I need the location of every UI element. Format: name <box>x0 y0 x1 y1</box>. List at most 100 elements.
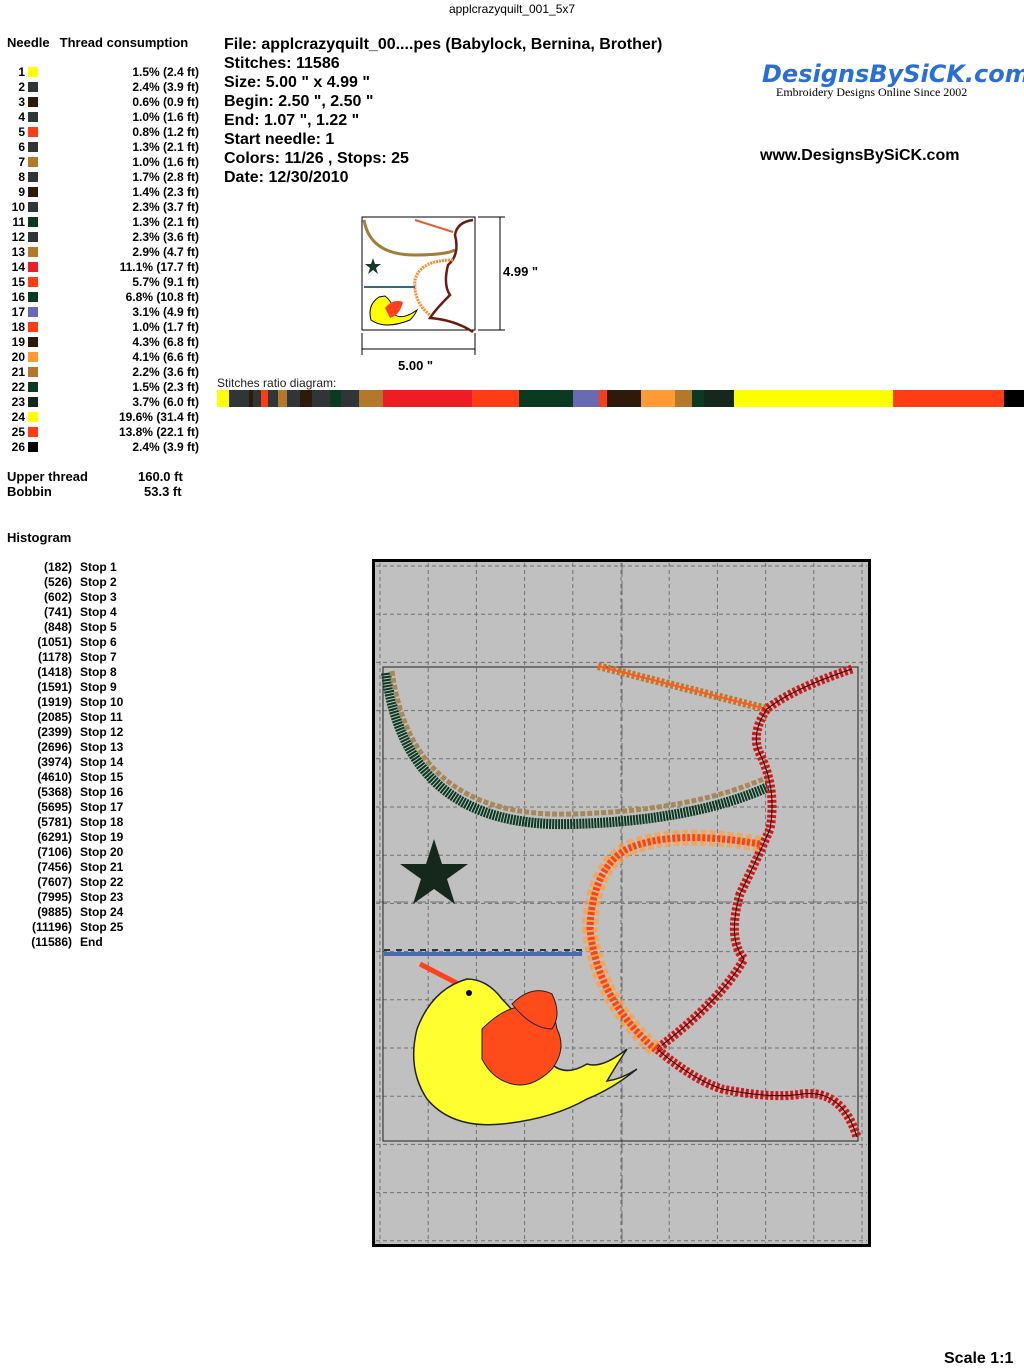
stitch-count: (6291) <box>37 830 72 844</box>
ratio-segment <box>330 390 341 407</box>
color-swatch <box>28 142 38 152</box>
needle-consumption: 19.6% (31.4 ft) <box>118 410 199 424</box>
stitch-count: (182) <box>43 560 72 574</box>
scale-label: Scale 1:1 <box>944 1350 1014 1367</box>
logo-tagline: Embroidery Designs Online Since 2002 <box>776 85 968 99</box>
begin-info: Begin: 2.50 ", 2.50 " <box>224 93 374 110</box>
ratio-segment <box>278 390 287 407</box>
ratio-segment <box>261 390 268 407</box>
needle-consumption: 1.0% (1.7 ft) <box>132 320 199 334</box>
color-swatch <box>28 352 38 362</box>
stitch-count: (5368) <box>37 785 72 799</box>
color-swatch <box>28 322 38 332</box>
needle-row: 21 2.2% (3.6 ft) <box>0 365 205 380</box>
stitch-count: (5781) <box>37 815 72 829</box>
needle-number: 20 <box>11 350 25 364</box>
ratio-segment <box>1004 390 1024 407</box>
needle-number: 18 <box>11 320 25 334</box>
color-swatch <box>28 382 38 392</box>
bobbin-label: Bobbin <box>7 484 52 499</box>
needle-row: 13 2.9% (4.7 ft) <box>0 245 205 260</box>
bird-eye <box>466 990 472 996</box>
needle-number: 17 <box>11 305 25 319</box>
needle-row: 9 1.4% (2.3 ft) <box>0 185 205 200</box>
ratio-segment <box>311 390 331 407</box>
stitch-count: (2696) <box>37 740 72 754</box>
needle-number: 25 <box>11 425 25 439</box>
orange-zigzag-path <box>586 834 761 1054</box>
needle-consumption: 0.8% (1.2 ft) <box>132 125 199 139</box>
color-swatch <box>28 112 38 122</box>
needle-consumption: 0.6% (0.9 ft) <box>132 95 199 109</box>
color-swatch <box>28 262 38 272</box>
ratio-segment <box>300 390 312 407</box>
color-swatch <box>28 97 38 107</box>
stop-label: Stop 13 <box>80 740 124 754</box>
ratio-segment <box>598 390 607 407</box>
color-swatch <box>28 307 38 317</box>
stitch-count: (2085) <box>37 710 72 724</box>
needle-number: 5 <box>18 125 25 139</box>
stitch-count: (741) <box>43 605 72 619</box>
stitch-count: (2399) <box>37 725 72 739</box>
color-swatch <box>28 337 38 347</box>
needle-row: 2 2.4% (3.9 ft) <box>0 80 205 95</box>
stop-label: Stop 14 <box>80 755 124 769</box>
color-swatch <box>28 232 38 242</box>
needle-number: 12 <box>11 230 25 244</box>
preview-height-label: 4.99 " <box>503 264 539 279</box>
stitch-count: (7995) <box>37 890 72 904</box>
needle-consumption: 1.4% (2.3 ft) <box>132 185 199 199</box>
stop-label: Stop 1 <box>80 560 117 574</box>
needle-number: 23 <box>11 395 25 409</box>
needle-row: 3 0.6% (0.9 ft) <box>0 95 205 110</box>
bobbin-value: 53.3 ft <box>144 484 182 499</box>
stitch-count: (3974) <box>37 755 72 769</box>
stop-label: Stop 22 <box>80 875 124 889</box>
stitch-count: (11196) <box>31 920 72 934</box>
color-swatch <box>28 157 38 167</box>
ratio-segment <box>382 390 473 407</box>
needle-consumption: 1.0% (1.6 ft) <box>132 155 199 169</box>
upper-thread-value: 160.0 ft <box>138 469 183 484</box>
stop-label: Stop 24 <box>80 905 124 919</box>
needle-number: 1 <box>18 65 25 79</box>
color-swatch <box>28 367 38 377</box>
stop-label: Stop 8 <box>80 665 117 679</box>
stitch-count: (1051) <box>37 635 72 649</box>
color-swatch <box>28 217 38 227</box>
stitch-count: (848) <box>43 620 72 634</box>
needle-number: 16 <box>11 290 25 304</box>
needle-number: 21 <box>11 365 25 379</box>
end-info: End: 1.07 ", 1.22 " <box>224 112 360 129</box>
needle-consumption: 2.9% (4.7 ft) <box>132 245 199 259</box>
stop-label: Stop 18 <box>80 815 124 829</box>
needle-row: 4 1.0% (1.6 ft) <box>0 110 205 125</box>
needle-row: 10 2.3% (3.7 ft) <box>0 200 205 215</box>
needle-consumption: 2.4% (3.9 ft) <box>132 440 199 454</box>
needle-number: 2 <box>18 80 25 94</box>
ratio-segment <box>573 390 599 407</box>
embroidery-canvas <box>372 559 871 1247</box>
color-swatch <box>28 292 38 302</box>
color-swatch <box>28 412 38 422</box>
stitch-count: (5695) <box>37 800 72 814</box>
stop-label: Stop 20 <box>80 845 124 859</box>
green-arc <box>381 672 771 830</box>
needle-row: 16 6.8% (10.8 ft) <box>0 290 205 305</box>
needle-consumption: 4.1% (6.6 ft) <box>132 350 199 364</box>
needle-number: 7 <box>18 155 25 169</box>
needle-row: 5 0.8% (1.2 ft) <box>0 125 205 140</box>
stop-label: Stop 4 <box>80 605 117 619</box>
stop-label: Stop 15 <box>80 770 124 784</box>
ratio-segment <box>472 390 519 407</box>
ratio-segment <box>518 390 574 407</box>
needle-number: 24 <box>11 410 25 424</box>
needle-consumption: 2.3% (3.6 ft) <box>132 230 199 244</box>
stop-label: Stop 10 <box>80 695 124 709</box>
stitch-count: (602) <box>43 590 72 604</box>
ratio-segment <box>340 390 360 407</box>
file-info: File: applcrazyquilt_00....pes (Babylock… <box>224 36 663 53</box>
website-url: www.DesignsBySiCK.com <box>760 147 960 164</box>
needle-consumption: 3.7% (6.0 ft) <box>132 395 199 409</box>
